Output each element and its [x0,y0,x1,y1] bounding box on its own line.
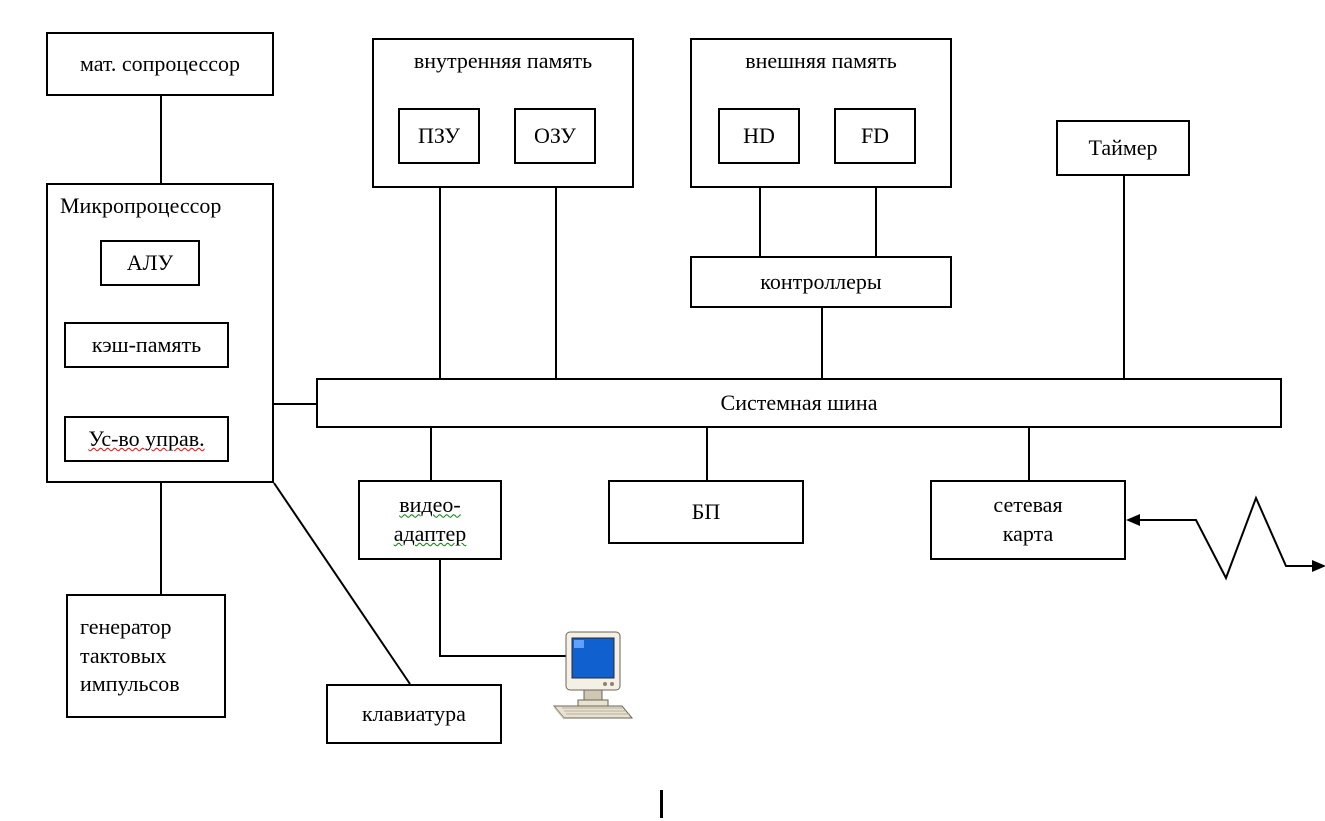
hd-label: HD [743,123,775,149]
system-bus-label: Системная шина [721,390,878,416]
psu-box: БП [608,480,804,544]
zigzag-arrow [1126,488,1325,608]
edge-bus-psu [706,428,708,480]
alu-label: АЛУ [127,250,173,276]
microprocessor-label: Микропроцессор [60,193,221,218]
control-unit-box: Ус-во управ. [64,416,229,462]
external-memory-label: внешняя память [745,48,897,73]
rom-label: ПЗУ [418,123,460,149]
edge-coproc-micro [160,96,162,183]
psu-label: БП [692,499,721,525]
coprocessor-label: мат. сопроцессор [80,51,240,77]
edge-micro-clockgen [160,483,162,594]
hd-box: HD [718,108,800,164]
keyboard-box: клавиатура [326,684,502,744]
edge-bus-video [430,428,432,480]
stray-tick [660,790,663,818]
computer-icon [552,628,634,720]
clock-gen-label-2: тактовых [80,642,212,671]
edge-hd-ctrl [759,188,761,256]
edge-bus-netcard [1028,428,1030,480]
edge-micro-keyboard [270,480,420,690]
net-card-label-1: сетевая [993,491,1062,520]
controllers-label: контроллеры [760,269,881,295]
clock-gen-label-1: генератор [80,613,212,642]
net-card-box: сетевая карта [930,480,1126,560]
rom-box: ПЗУ [398,108,480,164]
cache-box: кэш-память [64,322,229,368]
coprocessor-box: мат. сопроцессор [46,32,274,96]
control-unit-label: Ус-во управ. [88,426,204,452]
ram-box: ОЗУ [514,108,596,164]
edge-micro-bus [274,403,316,405]
edge-fd-ctrl [875,188,877,256]
keyboard-label: клавиатура [362,701,466,727]
internal-memory-label: внутренняя память [414,48,592,73]
system-bus-box: Системная шина [316,378,1282,428]
alu-box: АЛУ [100,240,200,286]
fd-box: FD [834,108,916,164]
fd-label: FD [861,123,889,149]
timer-label: Таймер [1088,135,1157,161]
timer-box: Таймер [1056,120,1190,176]
edge-ctrl-bus [821,308,823,378]
clock-gen-label-3: импульсов [80,670,212,699]
clock-gen-box: генератор тактовых импульсов [66,594,226,718]
net-card-label-2: карта [1003,520,1053,549]
controllers-box: контроллеры [690,256,952,308]
edge-rom-bus [439,188,441,378]
edge-ram-bus [555,188,557,378]
cache-label: кэш-память [92,332,201,358]
ram-label: ОЗУ [534,123,576,149]
edge-timer-bus [1123,176,1125,378]
